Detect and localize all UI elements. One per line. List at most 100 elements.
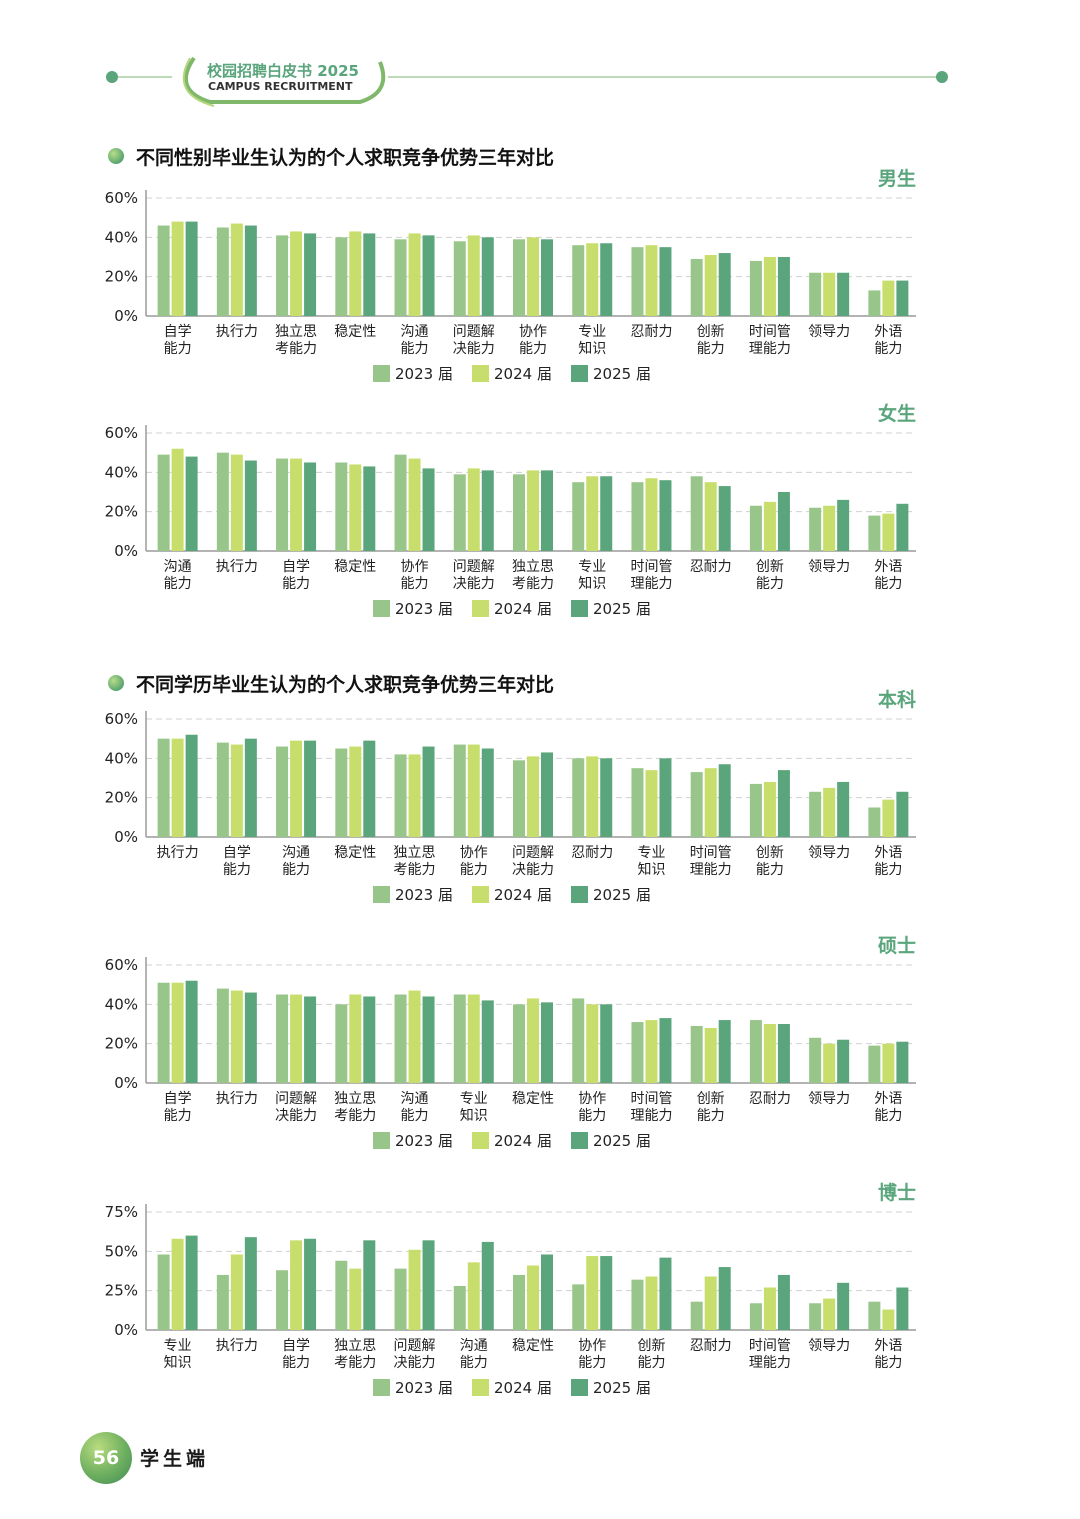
legend-swatch xyxy=(571,600,588,617)
category-label: 问题解 xyxy=(453,559,495,575)
bar xyxy=(749,260,762,316)
category-label: 领导力 xyxy=(808,559,850,575)
category-label: 专业 xyxy=(578,559,606,575)
category-label: 决能力 xyxy=(453,341,495,357)
bar xyxy=(513,474,525,551)
bar xyxy=(422,468,435,551)
bar xyxy=(631,1279,644,1330)
bar xyxy=(777,770,790,837)
bar xyxy=(335,748,348,837)
bar xyxy=(335,1260,348,1330)
category-label: 能力 xyxy=(223,862,251,878)
bar xyxy=(541,1002,553,1083)
bar xyxy=(631,482,644,551)
bar xyxy=(645,1276,658,1330)
category-label: 领导力 xyxy=(808,845,850,861)
bar xyxy=(453,474,466,551)
bar xyxy=(868,1045,881,1083)
chart-group-label: 硕士 xyxy=(878,935,916,957)
bar xyxy=(868,290,881,316)
bar xyxy=(216,1274,229,1330)
header-arc-icon xyxy=(184,56,386,104)
legend-label: 2023 届 xyxy=(395,886,453,904)
category-label: 能力 xyxy=(874,862,902,878)
category-label: 忍耐力 xyxy=(690,1338,732,1354)
category-label: 能力 xyxy=(874,1108,902,1124)
category-label: 决能力 xyxy=(512,862,554,878)
y-tick-label: 20% xyxy=(105,268,138,286)
bar xyxy=(244,992,257,1083)
bar xyxy=(230,1254,243,1330)
bar xyxy=(690,1301,703,1330)
legend-label: 2023 届 xyxy=(395,1379,453,1397)
bar xyxy=(453,744,466,837)
category-label: 能力 xyxy=(519,341,547,357)
y-tick-label: 25% xyxy=(105,1282,138,1300)
bar xyxy=(185,221,198,316)
bar xyxy=(408,458,421,551)
bar xyxy=(868,1301,881,1330)
category-label: 协作 xyxy=(460,845,488,861)
bar xyxy=(304,462,317,551)
chart-male: 男生 0% 20% 40% 60% 自学 能力 执行力 独立思 考能力 稳定性 沟通 能力 问题解 决能力 协… xyxy=(0,165,1080,395)
bar xyxy=(304,996,317,1083)
bar xyxy=(541,752,553,837)
y-tick-label: 0% xyxy=(114,1074,138,1092)
chart-doctor: 博士 0% 25% 50% 75% 专业 知识 执行力 自学 能力 独立思 考能力 问题解 决能力 沟通 能力… xyxy=(0,1179,1080,1409)
bar xyxy=(185,456,198,551)
legend-label: 2023 届 xyxy=(395,1132,453,1150)
bar xyxy=(216,988,229,1083)
category-label: 自学 xyxy=(282,1338,310,1354)
category-label: 创新 xyxy=(697,324,725,340)
bar xyxy=(527,470,539,551)
bar xyxy=(363,233,376,316)
bar xyxy=(290,458,303,551)
bar xyxy=(394,454,407,551)
bar xyxy=(704,768,717,837)
legend-label: 2023 届 xyxy=(395,600,453,618)
bar xyxy=(572,245,585,316)
bar xyxy=(230,454,243,551)
category-label: 能力 xyxy=(282,1355,310,1371)
bar xyxy=(513,1004,525,1083)
bar xyxy=(171,448,184,551)
bar xyxy=(718,764,731,837)
page-number-badge: 56 xyxy=(80,1432,132,1484)
category-label: 问题解 xyxy=(394,1338,436,1354)
legend-label: 2025 届 xyxy=(593,600,651,618)
bar xyxy=(823,787,836,837)
category-label: 稳定性 xyxy=(334,324,376,340)
y-tick-label: 0% xyxy=(114,1321,138,1339)
category-label: 沟通 xyxy=(460,1338,488,1354)
category-label: 能力 xyxy=(637,1355,665,1371)
category-label: 稳定性 xyxy=(334,559,376,575)
category-label: 能力 xyxy=(282,576,310,592)
category-label: 稳定性 xyxy=(512,1338,554,1354)
legend-label: 2025 届 xyxy=(593,365,651,383)
category-label: 独立思 xyxy=(275,324,317,340)
bar xyxy=(586,1004,599,1083)
bar xyxy=(481,470,494,551)
bar xyxy=(823,1298,836,1330)
category-label: 外语 xyxy=(874,1091,902,1107)
bar xyxy=(809,1037,822,1083)
bar xyxy=(823,1043,836,1083)
chart-master: 硕士 0% 20% 40% 60% 自学 能力 执行力 问题解 决能力 独立思 考能力 沟通 能力 专业 知识… xyxy=(0,932,1080,1162)
bar xyxy=(749,505,762,551)
bar xyxy=(171,1238,184,1330)
bar xyxy=(527,1265,539,1330)
bar xyxy=(659,758,672,837)
bar xyxy=(513,1274,525,1330)
category-label: 知识 xyxy=(460,1107,488,1124)
category-label: 外语 xyxy=(874,845,902,861)
bar xyxy=(244,738,257,837)
category-label: 协作 xyxy=(519,324,547,340)
bar xyxy=(896,503,909,551)
bar xyxy=(718,486,731,551)
bar xyxy=(157,225,170,316)
category-label: 自学 xyxy=(223,845,251,861)
bar xyxy=(290,994,303,1083)
